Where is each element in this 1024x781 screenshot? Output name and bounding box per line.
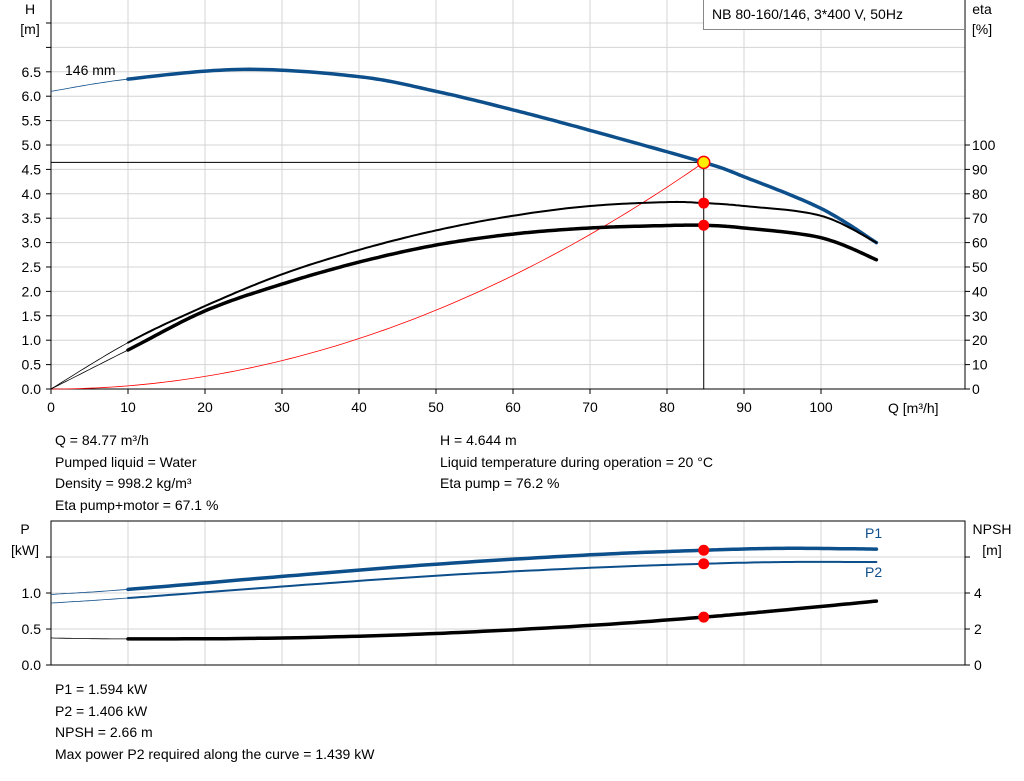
info-liquid: Pumped liquid = Water xyxy=(55,453,197,470)
y-tick-label-right: 20 xyxy=(972,332,988,348)
y-tick-label-right: 90 xyxy=(972,161,988,177)
duty-point-p1 xyxy=(698,544,710,556)
y-tick-label-right-bottom: 4 xyxy=(974,585,982,601)
y-tick-label-left: 3.5 xyxy=(22,210,42,226)
x-tick-label: 50 xyxy=(428,399,444,415)
p1-curve-extension xyxy=(50,589,129,595)
p1-curve xyxy=(126,546,879,592)
x-tick-label: 30 xyxy=(274,399,290,415)
y-axis-label-right: eta xyxy=(972,1,992,17)
y-tick-label-right: 80 xyxy=(972,186,988,202)
y-axis-unit-left-bottom: [kW] xyxy=(11,542,39,558)
info-max-power: Max power P2 required along the curve = … xyxy=(55,745,375,762)
info-density: Density = 998.2 kg/m³ xyxy=(55,475,192,491)
info-top-left: Q = 84.77 m³/h Pumped liquid = Water Den… xyxy=(55,430,218,516)
head-curve-extension xyxy=(50,78,129,92)
eta_pump_motor-curve xyxy=(126,223,879,352)
info-npsh: NPSH = 2.66 m xyxy=(55,724,153,740)
head-curve xyxy=(126,67,879,245)
y-tick-label-left: 4.0 xyxy=(22,186,42,202)
x-tick-label: 20 xyxy=(197,399,213,415)
y-tick-label-left: 2.5 xyxy=(22,259,42,275)
y-tick-label-left: 6.5 xyxy=(22,64,42,80)
duty-point-head xyxy=(696,155,711,170)
y-tick-label-right: 10 xyxy=(972,357,988,373)
y-axis-unit-right-bottom: [m] xyxy=(982,542,1001,558)
duty-point-eta-pump xyxy=(698,197,710,209)
pump-title-box: NB 80-160/146, 3*400 V, 50Hz xyxy=(703,0,965,30)
npsh-curve-extension xyxy=(51,637,128,640)
y-axis-label-left-bottom: P xyxy=(20,521,29,537)
y-tick-label-right: 40 xyxy=(972,283,988,299)
curve-annotation: 146 mm xyxy=(65,62,116,78)
info-eta-pump: Eta pump = 76.2 % xyxy=(440,475,560,491)
y-axis-unit-right: [%] xyxy=(972,21,992,37)
y-tick-label-left: 5.5 xyxy=(22,113,42,129)
y-tick-label-left: 2.0 xyxy=(22,283,42,299)
y-tick-label-right: 30 xyxy=(972,308,988,324)
y-tick-label-left: 1.0 xyxy=(22,332,42,348)
y-tick-label-left: 0.0 xyxy=(22,381,42,397)
info-p1: P1 = 1.594 kW xyxy=(55,681,148,697)
npsh-curve xyxy=(126,599,879,641)
x-tick-label: 60 xyxy=(505,399,521,415)
x-tick-label: 10 xyxy=(120,399,136,415)
x-tick-label: 40 xyxy=(351,399,367,415)
info-head: H = 4.644 m xyxy=(440,432,517,448)
y-tick-label-left-bottom: 0.0 xyxy=(22,657,42,673)
y-tick-label-left: 5.0 xyxy=(22,137,42,153)
y-axis-unit-left: [m] xyxy=(20,21,39,37)
duty-point-npsh xyxy=(698,611,710,623)
info-eta-pump-motor: Eta pump+motor = 67.1 % xyxy=(55,496,219,513)
duty-point-eta-pump-motor xyxy=(698,219,710,231)
info-flow: Q = 84.77 m³/h xyxy=(55,432,149,448)
info-p2: P2 = 1.406 kW xyxy=(55,702,148,719)
y-tick-label-right: 100 xyxy=(972,137,996,153)
eta_pump-curve-extension xyxy=(50,342,129,390)
y-tick-label-right: 0 xyxy=(972,381,980,397)
y-tick-label-right: 50 xyxy=(972,259,988,275)
system-curve xyxy=(50,162,704,390)
x-tick-label: 0 xyxy=(47,399,55,415)
eta_pump_motor-curve-extension xyxy=(50,349,129,390)
duty-point-p2 xyxy=(698,558,710,570)
x-axis-label: Q [m³/h] xyxy=(888,400,939,416)
x-tick-label: 80 xyxy=(659,399,675,415)
y-tick-label-right: 70 xyxy=(972,210,988,226)
x-tick-label: 100 xyxy=(809,399,833,415)
y-tick-label-right: 60 xyxy=(972,235,988,251)
eta_pump-curve xyxy=(127,200,878,344)
p1-label: P1 xyxy=(865,525,882,541)
y-tick-label-left-bottom: 1.0 xyxy=(22,585,42,601)
bottom-plot-frame xyxy=(50,520,966,666)
y-tick-label-right-bottom: 0 xyxy=(974,657,982,673)
x-tick-label: 90 xyxy=(736,399,752,415)
info-temperature: Liquid temperature during operation = 20… xyxy=(440,453,713,470)
y-tick-label-left: 3.0 xyxy=(22,235,42,251)
x-tick-label: 70 xyxy=(582,399,598,415)
p2-label: P2 xyxy=(865,564,882,580)
p2-curve xyxy=(127,560,878,599)
info-top-right: H = 4.644 m Liquid temperature during op… xyxy=(440,430,713,495)
info-bottom: P1 = 1.594 kW P2 = 1.406 kW NPSH = 2.66 … xyxy=(55,679,374,765)
y-tick-label-right-bottom: 2 xyxy=(974,621,982,637)
p2-curve-extension xyxy=(50,597,129,604)
y-tick-label-left-bottom: 0.5 xyxy=(22,621,42,637)
y-tick-label-left: 4.5 xyxy=(22,161,42,177)
y-tick-label-left: 6.0 xyxy=(22,88,42,104)
y-tick-label-left: 0.5 xyxy=(22,357,42,373)
y-axis-label-right-bottom: NPSH xyxy=(973,521,1012,537)
y-axis-label-left: H xyxy=(25,1,35,17)
y-tick-label-left: 1.5 xyxy=(22,308,42,324)
